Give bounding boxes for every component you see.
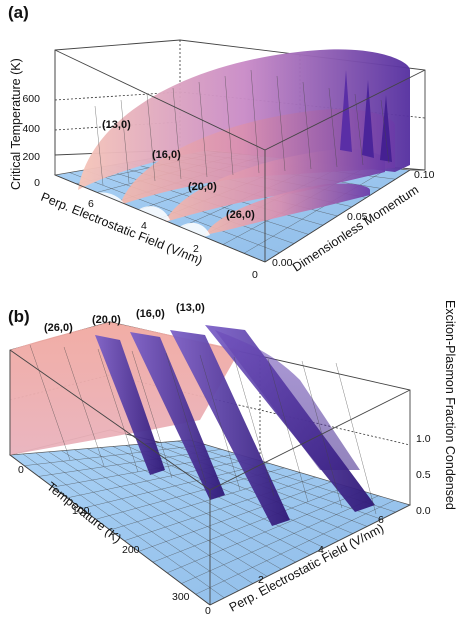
surface-26-0 (95, 335, 165, 475)
floor-grid-line (167, 490, 363, 574)
panel-a-xtick: 4 (141, 220, 147, 232)
panel-a-annotation: (13,0) (102, 119, 131, 131)
panel-b-ytick: 100 (72, 505, 90, 517)
panel-b-xtick: 4 (318, 544, 324, 556)
panel-b-annotation: (20,0) (92, 314, 121, 326)
floor-grid-line (152, 486, 348, 563)
floor-grid-line (138, 481, 332, 552)
panel-a-edge (264, 69, 426, 151)
surface-mesh-line (354, 93, 364, 166)
floor-grid-line (99, 447, 311, 556)
panel-b-zlabel: Exciton-Plasmon Fraction Condensed (443, 300, 457, 510)
surface-mesh-line (302, 81, 312, 170)
surface-spike (362, 80, 374, 158)
surface-20-0 (165, 149, 385, 222)
panel-a-mesh (94, 69, 390, 186)
panel-a-ztick: 200 (22, 151, 40, 163)
panel-a-edge (54, 174, 266, 263)
panel-a-ztick: 400 (22, 123, 40, 135)
panel-b-ztick: 1.0 (416, 433, 431, 445)
surface-mesh-line (120, 99, 130, 184)
surface-mesh-line (198, 81, 208, 178)
panel-a-annotation: (26,0) (226, 209, 255, 221)
floor-grid-line (138, 444, 353, 534)
surface-mesh-line (328, 87, 338, 168)
surface-mesh-line (94, 105, 104, 186)
surface-valley (178, 222, 210, 238)
surface-mesh-line (29, 344, 71, 461)
panel-b-ytick: 0 (18, 464, 24, 476)
surface-26-0 (205, 183, 370, 235)
surface-valley (80, 192, 125, 209)
surface-spike (380, 95, 392, 162)
panel-a-annotation: (20,0) (188, 181, 217, 193)
panel-a-xtick: 6 (88, 198, 94, 210)
panel-b-label: (b) (8, 307, 30, 326)
panel-a-ztick: 0 (34, 177, 40, 189)
panel-b-edge (209, 504, 411, 606)
surface-mesh-line (380, 99, 390, 164)
panel-b-edge (9, 454, 211, 606)
panel-a-xtick: 2 (193, 243, 199, 255)
panel-b-grid (109, 374, 411, 446)
panel-b-edge (9, 349, 211, 491)
surface-valley (135, 206, 170, 223)
panel-a-ztick: 600 (22, 93, 40, 105)
panel-b-ytick: 200 (122, 544, 140, 556)
panel-a-ytick: 0.10 (414, 169, 435, 181)
surface-mesh-line (267, 358, 309, 503)
panel-a-ytick: 0.00 (272, 257, 293, 269)
panel-b-floor-grid (22, 440, 396, 599)
floor-grid-line (243, 167, 390, 254)
panel-b-ztick: 0.0 (416, 505, 431, 517)
surface-spike (340, 70, 352, 152)
panel-b-annotation: (26,0) (44, 322, 73, 334)
panel-a-zlabel: Critical Temperature (K) (9, 58, 23, 190)
panel-a-ytick: 0.05 (347, 211, 368, 223)
panel-b-xtick: 0 (205, 605, 211, 617)
surface-shade (215, 330, 360, 470)
panel-a-edge (54, 49, 266, 151)
surface-mesh-line (335, 362, 377, 515)
surface-mesh-line (97, 348, 139, 473)
surface-mesh-line (165, 352, 207, 485)
panel-b-annotation: (16,0) (136, 308, 165, 320)
surface-mesh-line (199, 354, 241, 491)
panel-b: (b) Exciton-Plasmon Fraction Condensed T… (8, 300, 457, 617)
surface-16-0 (120, 108, 395, 205)
surface-20-0 (130, 332, 225, 500)
floor-grid-line (195, 500, 395, 595)
panel-a-annotation: (16,0) (152, 149, 181, 161)
surface-mesh-line (172, 87, 182, 180)
panel-b-ytick: 300 (172, 591, 190, 603)
surface-mesh-line (131, 350, 173, 479)
surface-mesh-line (146, 93, 156, 182)
panel-a-xtick: 0 (252, 269, 258, 281)
panel-b-ztick: 0.5 (416, 469, 431, 481)
panel-a: (a) Critical Temperature (K) Perp. Elect… (8, 3, 435, 281)
floor-grid-line (124, 476, 316, 541)
surface-mesh-line (224, 75, 234, 176)
panel-b-edge (209, 389, 411, 491)
surface-mesh-line (63, 346, 105, 467)
surface-16-0 (170, 330, 290, 526)
panel-b-annotation: (13,0) (176, 302, 205, 314)
panel-b-xtick: 6 (378, 514, 384, 526)
floor-grid-line (181, 495, 379, 584)
surface-mesh-line (250, 69, 260, 174)
panel-a-label: (a) (8, 3, 29, 22)
panel-b-xtick: 2 (258, 574, 264, 586)
surface-mesh-line (233, 356, 275, 497)
panel-a-surfaces (78, 49, 410, 238)
surface-mesh-line (276, 75, 286, 172)
panel-a-edge (264, 169, 411, 263)
